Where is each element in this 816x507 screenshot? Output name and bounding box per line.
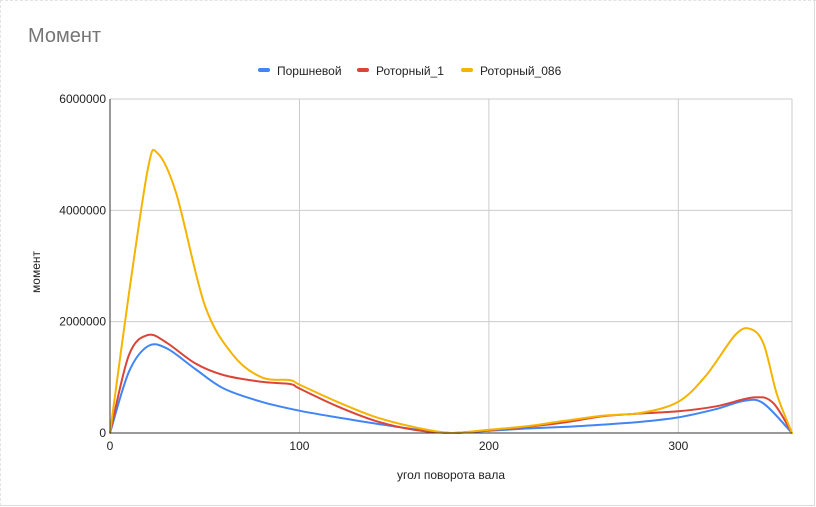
legend-swatch-1 [258,68,270,72]
legend-label-1[interactable]: Поршневой [277,64,342,78]
legend-label-2[interactable]: Роторный_1 [376,64,444,78]
legend-swatch-2 [357,68,369,72]
x-tick-label: 100 [289,439,309,453]
chart-title[interactable]: Момент [28,25,102,47]
x-tick-label: 200 [479,439,499,453]
plot-area [109,148,793,434]
legend-label-3[interactable]: Роторный_086 [480,64,562,78]
y-tick-label: 2000000 [59,315,106,329]
legend-swatch-3 [461,68,473,72]
axes: 0 2000000 4000000 6000000 0 100 200 300 [59,92,792,453]
x-axis-title: угол поворота вала [397,468,505,482]
legend: Поршневой Роторный_1 Роторный_086 [258,64,562,78]
x-tick-label: 0 [107,439,114,453]
y-tick-label: 6000000 [59,92,106,106]
y-tick-label: 4000000 [59,203,106,217]
x-tick-label: 300 [668,439,688,453]
page-top-border [0,0,816,1]
series-line-2[interactable] [109,333,793,434]
series-line-3[interactable] [109,148,793,434]
y-axis-title: момент [29,251,43,293]
series-line-1[interactable] [109,343,793,434]
y-tick-label: 0 [99,426,106,440]
gridlines [109,98,793,434]
